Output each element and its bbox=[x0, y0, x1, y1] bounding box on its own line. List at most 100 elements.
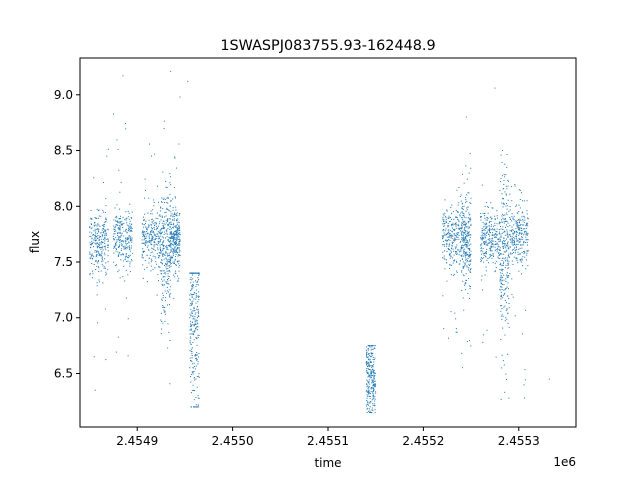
data-point bbox=[505, 302, 507, 304]
data-point bbox=[170, 237, 172, 239]
data-point bbox=[192, 371, 194, 373]
data-point bbox=[504, 243, 506, 245]
data-point bbox=[170, 242, 172, 244]
data-point bbox=[157, 274, 159, 276]
data-point bbox=[162, 255, 164, 257]
data-point bbox=[168, 283, 170, 285]
data-point bbox=[163, 227, 165, 229]
data-point bbox=[154, 228, 156, 230]
data-point bbox=[126, 247, 128, 249]
data-point bbox=[158, 232, 160, 234]
data-point bbox=[447, 232, 449, 234]
data-point bbox=[467, 253, 469, 255]
data-point bbox=[99, 226, 101, 228]
data-point bbox=[163, 223, 165, 225]
data-point bbox=[469, 153, 471, 155]
data-point bbox=[526, 244, 528, 246]
data-point bbox=[448, 217, 450, 219]
data-point bbox=[513, 247, 515, 249]
data-point bbox=[175, 273, 177, 275]
data-point bbox=[503, 188, 505, 190]
data-point bbox=[142, 236, 144, 238]
data-point bbox=[98, 281, 100, 283]
data-point bbox=[97, 223, 99, 225]
data-point bbox=[159, 240, 161, 242]
data-point bbox=[445, 217, 447, 219]
data-point bbox=[92, 277, 94, 279]
data-point bbox=[370, 371, 372, 373]
data-point bbox=[366, 379, 368, 381]
data-point bbox=[124, 259, 126, 261]
data-point bbox=[511, 240, 513, 242]
data-point bbox=[101, 251, 103, 253]
data-point bbox=[509, 216, 511, 218]
data-point bbox=[125, 238, 127, 240]
data-point bbox=[516, 222, 518, 224]
data-point bbox=[495, 236, 497, 238]
data-point bbox=[176, 237, 178, 239]
data-point bbox=[458, 219, 460, 221]
data-point bbox=[454, 228, 456, 230]
data-point bbox=[465, 165, 467, 167]
data-point bbox=[151, 155, 153, 157]
data-point bbox=[144, 236, 146, 238]
data-point bbox=[481, 258, 483, 260]
data-point bbox=[165, 281, 167, 283]
data-point bbox=[371, 399, 373, 401]
data-point bbox=[159, 232, 161, 234]
data-point bbox=[464, 263, 466, 265]
data-point bbox=[177, 247, 179, 249]
data-point bbox=[468, 249, 470, 251]
data-point bbox=[506, 295, 508, 297]
data-point bbox=[515, 257, 517, 259]
data-point bbox=[499, 280, 501, 282]
data-point bbox=[461, 246, 463, 248]
data-point bbox=[170, 251, 172, 253]
data-point bbox=[483, 257, 485, 259]
data-point bbox=[117, 224, 119, 226]
data-point bbox=[170, 200, 172, 202]
data-point bbox=[148, 262, 150, 264]
data-point bbox=[486, 243, 488, 245]
data-point bbox=[141, 223, 143, 225]
data-point bbox=[142, 251, 144, 253]
data-point bbox=[370, 375, 372, 377]
data-point bbox=[175, 213, 177, 215]
data-point bbox=[89, 242, 91, 244]
data-point bbox=[502, 206, 504, 208]
data-point bbox=[374, 400, 376, 402]
data-point bbox=[465, 245, 467, 247]
data-point bbox=[511, 243, 513, 245]
data-point bbox=[515, 236, 517, 238]
data-point bbox=[196, 308, 198, 310]
data-point bbox=[121, 240, 123, 242]
data-point bbox=[516, 231, 517, 233]
data-point bbox=[187, 80, 189, 82]
data-point bbox=[190, 360, 192, 362]
data-point bbox=[367, 407, 369, 409]
data-point bbox=[151, 237, 153, 239]
data-point bbox=[522, 224, 524, 226]
data-point bbox=[461, 244, 463, 246]
data-point bbox=[97, 262, 99, 264]
data-point bbox=[191, 287, 193, 289]
data-point bbox=[179, 96, 181, 98]
data-point bbox=[373, 388, 375, 390]
data-point bbox=[91, 237, 93, 239]
data-point bbox=[368, 369, 370, 371]
data-point bbox=[460, 248, 462, 250]
data-point bbox=[506, 231, 508, 233]
data-point bbox=[125, 237, 127, 239]
data-point bbox=[454, 235, 456, 237]
data-point bbox=[368, 359, 370, 361]
data-point bbox=[495, 240, 497, 242]
data-point bbox=[168, 258, 170, 260]
data-point bbox=[92, 257, 94, 259]
data-point bbox=[505, 250, 507, 252]
data-point bbox=[451, 212, 453, 214]
data-point bbox=[166, 246, 168, 248]
data-point bbox=[149, 254, 151, 256]
data-point bbox=[160, 227, 162, 229]
